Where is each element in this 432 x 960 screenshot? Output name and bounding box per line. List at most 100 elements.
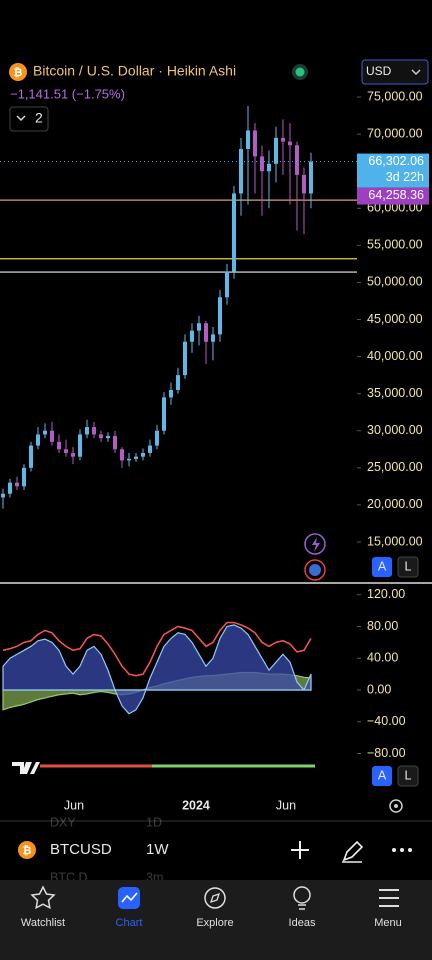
candle-body xyxy=(140,452,145,457)
watchlist-icon[interactable] xyxy=(30,885,56,910)
candle-body xyxy=(196,323,201,331)
y-tick-label: 40.00 xyxy=(367,651,398,665)
logo xyxy=(12,762,40,774)
candle-body xyxy=(106,435,110,439)
candle-body xyxy=(203,323,208,342)
candle-body xyxy=(217,297,222,335)
prev-price-label: 64,258.36 xyxy=(368,188,424,202)
add-button[interactable] xyxy=(291,841,309,859)
y-tick-label: 70,000.00 xyxy=(367,126,423,140)
y-tick-label: 15,000.00 xyxy=(367,534,423,548)
nav-label[interactable]: Ideas xyxy=(289,917,316,929)
candle-body xyxy=(308,161,313,194)
y-tick-label: −80.00 xyxy=(367,746,406,760)
settings-icon[interactable] xyxy=(389,799,403,813)
candle-body xyxy=(301,174,306,194)
candle-body xyxy=(280,137,285,142)
indicator-count: 2 xyxy=(35,110,43,126)
candle-body xyxy=(294,145,299,175)
scale-button-label: L xyxy=(405,559,412,573)
coin-glyph: ₿ xyxy=(23,845,32,857)
price-change: −1,141.51 (−1.75%) xyxy=(10,86,125,101)
candle-body xyxy=(99,434,104,439)
candle-body xyxy=(175,375,180,390)
scale-button[interactable] xyxy=(397,556,419,578)
currency: USD xyxy=(366,64,392,78)
draw-button[interactable] xyxy=(342,840,364,863)
y-tick-label: 20,000.00 xyxy=(367,497,423,511)
candle-body xyxy=(57,441,62,450)
candle-body xyxy=(182,341,187,376)
scale-button[interactable] xyxy=(372,557,392,577)
settings-dot xyxy=(394,804,398,808)
x-tick-label: 2024 xyxy=(182,798,210,812)
candle-body xyxy=(71,452,76,457)
symbol-title[interactable]: Bitcoin / U.S. Dollar · Heikin Ashi xyxy=(33,63,236,79)
candle-body xyxy=(287,141,292,146)
scale-button-label: A xyxy=(378,559,387,573)
toolbar-symbol[interactable]: BTCUSD xyxy=(50,841,112,858)
candle-body xyxy=(1,493,6,498)
candle-body xyxy=(78,434,83,457)
x-tick-label: Jun xyxy=(276,798,296,812)
candle-body xyxy=(133,456,138,459)
nav-label[interactable]: Chart xyxy=(116,917,143,929)
candle-body xyxy=(112,435,117,450)
candle-body xyxy=(92,427,97,435)
nav-label[interactable]: Explore xyxy=(196,917,233,929)
chart-icon-line xyxy=(121,892,138,903)
candle-body xyxy=(245,130,250,149)
y-tick-label: 55,000.00 xyxy=(367,238,423,252)
candle-body xyxy=(154,430,159,446)
bolt xyxy=(312,537,320,552)
more-button[interactable] xyxy=(392,848,412,852)
coin-icon xyxy=(18,841,36,859)
candle-body xyxy=(259,156,264,172)
candle-body xyxy=(64,449,69,453)
indicator-toggle[interactable] xyxy=(9,106,49,132)
explore-icon[interactable] xyxy=(204,887,226,909)
candle-body xyxy=(238,148,243,194)
oscillator-area xyxy=(2,624,312,715)
nav-bar xyxy=(0,880,432,960)
y-tick-label: −40.00 xyxy=(367,714,406,728)
countdown: 3d 22h xyxy=(386,170,424,184)
candle-body xyxy=(266,163,271,172)
candle-body xyxy=(36,434,41,446)
hidden-interval: 1D xyxy=(146,815,162,829)
candle-body xyxy=(161,397,166,431)
y-tick-label: 45,000.00 xyxy=(367,312,423,326)
menu-icon[interactable] xyxy=(379,889,399,907)
y-tick-label: 50,000.00 xyxy=(367,275,423,289)
candle-body xyxy=(126,458,131,461)
scale-button[interactable] xyxy=(372,766,392,786)
candle-body xyxy=(210,334,215,342)
ideas-icon[interactable] xyxy=(293,886,311,904)
currency-select[interactable] xyxy=(361,59,429,85)
nav-label[interactable]: Watchlist xyxy=(21,917,65,929)
candle-body xyxy=(15,482,20,487)
alert-icon[interactable] xyxy=(304,533,326,555)
scale-button[interactable] xyxy=(397,765,419,787)
scale-button-label: L xyxy=(405,768,412,782)
last-price-label: 66,302.06 xyxy=(368,154,424,168)
y-tick-label: 75,000.00 xyxy=(367,89,423,103)
hidden-symbol: DXY xyxy=(50,815,76,829)
nav-label[interactable]: Menu xyxy=(374,917,402,929)
toolbar-interval[interactable]: 1W xyxy=(146,841,169,858)
chevron xyxy=(16,115,26,122)
candle-body xyxy=(43,430,48,435)
prev-price-tag xyxy=(357,187,429,205)
x-tick-label: Jun xyxy=(64,798,84,812)
candle-body xyxy=(8,482,13,494)
y-tick-label: 120.00 xyxy=(367,587,405,601)
bulb-base xyxy=(298,904,306,910)
y-tick-label: 40,000.00 xyxy=(367,349,423,363)
candle-body xyxy=(50,430,55,442)
candle-body xyxy=(231,193,236,272)
last-price-tag xyxy=(357,153,429,188)
candle-body xyxy=(189,330,194,342)
candle-body xyxy=(273,137,278,164)
event-icon[interactable] xyxy=(304,559,326,581)
